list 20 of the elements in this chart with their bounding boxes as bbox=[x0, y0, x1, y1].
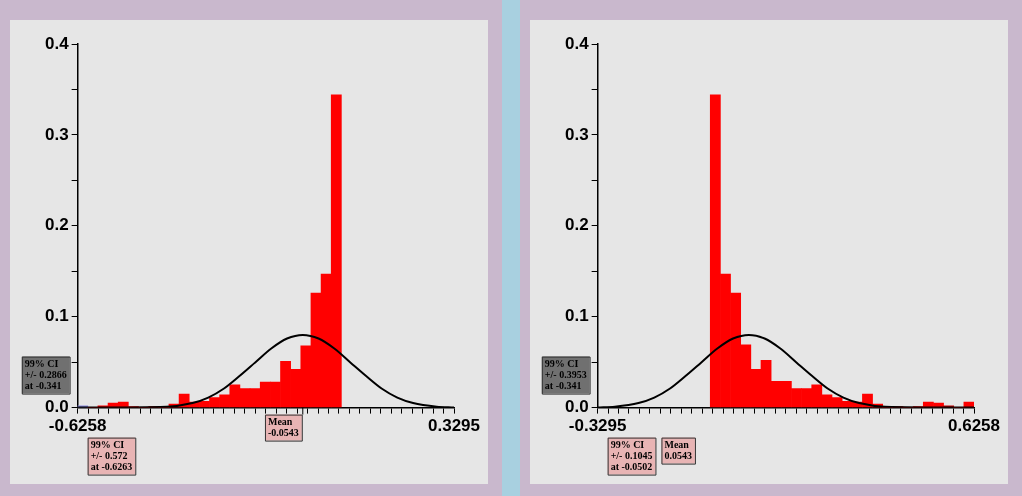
y-tick-label: 0.3 bbox=[564, 124, 589, 144]
y-tick-label: 0.1 bbox=[564, 306, 589, 326]
y-tick-label: 0.2 bbox=[564, 215, 589, 235]
x-tick-label: -0.3295 bbox=[568, 416, 627, 436]
x-tick-label: 0.3295 bbox=[428, 416, 480, 436]
text: 99% CI +/- 0.3953 at -0.341 bbox=[544, 358, 587, 392]
text: 99% CI +/- 0.1045 at -0.0502 bbox=[610, 439, 653, 473]
y-tick-label: 0.4 bbox=[564, 33, 590, 53]
y-tick-label: 0.0 bbox=[564, 397, 589, 417]
text: Mean 0.0543 bbox=[664, 439, 692, 462]
x-tick-label: 0.6258 bbox=[948, 416, 1000, 436]
y-tick-label: 0.1 bbox=[44, 306, 69, 326]
y-tick-label: 0.4 bbox=[44, 33, 70, 53]
text: 99% CI +/- 0.572 at -0.6263 bbox=[90, 439, 133, 473]
y-tick-label: 0.2 bbox=[44, 215, 69, 235]
x-tick-label: -0.6258 bbox=[48, 416, 107, 436]
text: 99% CI +/- 0.2866 at -0.341 bbox=[24, 358, 67, 392]
y-tick-label: 0.3 bbox=[44, 124, 69, 144]
annotation: Mean -0.0543 bbox=[267, 416, 299, 439]
y-tick-label: 0.0 bbox=[44, 397, 69, 417]
